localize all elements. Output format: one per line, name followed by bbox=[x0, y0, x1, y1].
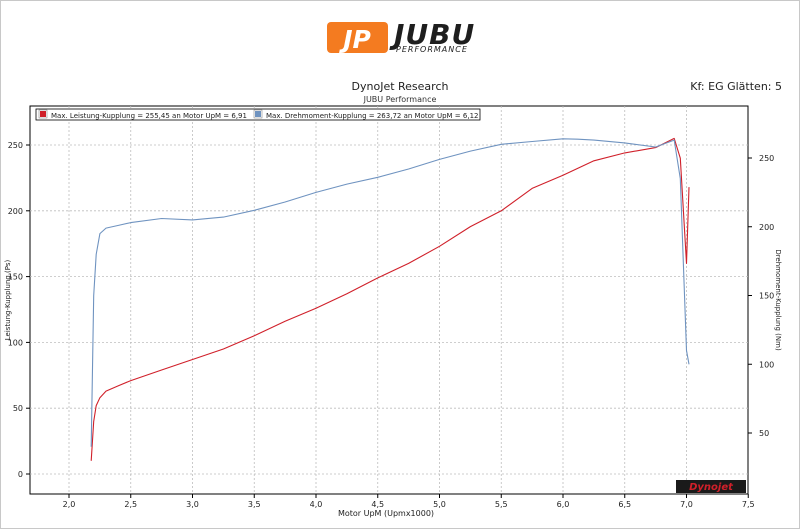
x-tick-label: 3,5 bbox=[248, 500, 261, 509]
chart-title: DynoJet Research bbox=[351, 80, 449, 93]
x-tick-label: 5,5 bbox=[495, 500, 508, 509]
logo-badge-text: JP bbox=[338, 25, 371, 54]
legend-swatch bbox=[255, 111, 261, 117]
series-line-leistung bbox=[90, 137, 690, 461]
y-left-tick-label: 50 bbox=[13, 404, 23, 413]
x-tick-label: 2,0 bbox=[63, 500, 76, 509]
legend: Max. Leistung-Kupplung = 255,45 an Motor… bbox=[35, 108, 481, 121]
dynojet-watermark: Dynojet bbox=[676, 480, 746, 493]
axis-labels: Motor UpM (Upmx1000) Leistung-Kupplung (P… bbox=[4, 249, 782, 518]
x-tick-label: 6,5 bbox=[618, 500, 631, 509]
y-right-tick-label: 150 bbox=[759, 292, 774, 301]
y-left-axis-label: Leistung-Kupplung (Ps) bbox=[4, 259, 12, 340]
y-right-axis-label: Drehmoment-Kupplung (Nm) bbox=[774, 249, 782, 351]
logo-name: JUBU bbox=[389, 18, 475, 51]
y-left-tick-label: 0 bbox=[18, 470, 23, 479]
x-tick-label: 3,0 bbox=[186, 500, 199, 509]
legend-swatch bbox=[40, 111, 46, 117]
watermark-text: Dynojet bbox=[689, 482, 734, 493]
x-axis-label: Motor UpM (Upmx1000) bbox=[338, 509, 434, 518]
grid bbox=[30, 106, 748, 494]
legend-item-label: Max. Leistung-Kupplung = 255,45 an Motor… bbox=[51, 112, 247, 120]
x-tick-label: 7,0 bbox=[680, 500, 693, 509]
y-right-tick-label: 100 bbox=[759, 360, 774, 369]
y-left-tick-label: 150 bbox=[8, 273, 23, 282]
x-tick-label: 4,5 bbox=[371, 500, 384, 509]
legend-item-label: Max. Drehmoment-Kupplung = 263,72 an Mot… bbox=[266, 112, 479, 120]
series-line-drehmoment bbox=[90, 138, 690, 447]
y-right-tick-label: 50 bbox=[759, 429, 769, 438]
y-left-tick-label: 100 bbox=[8, 338, 23, 347]
legend-swatch-frame bbox=[253, 109, 263, 119]
jubu-performance-logo: JP JUBU PERFORMANCE bbox=[327, 18, 475, 54]
watermark-bg bbox=[676, 480, 746, 493]
plot-area bbox=[29, 105, 749, 495]
x-tick-label: 7,5 bbox=[742, 500, 755, 509]
logo-tagline: PERFORMANCE bbox=[396, 45, 468, 54]
legend-swatch-frame bbox=[38, 109, 48, 119]
y-right-tick-label: 250 bbox=[759, 154, 774, 163]
y-left-tick-label: 200 bbox=[8, 207, 23, 216]
y-left-tick-label: 250 bbox=[8, 141, 23, 150]
kf-info: Kf: EG Glätten: 5 bbox=[690, 80, 782, 93]
x-tick-label: 5,0 bbox=[433, 500, 446, 509]
y-right-tick-label: 200 bbox=[759, 223, 774, 232]
axes: 2,0 2,5 3,0 3,5 4,0 4,5 5,0 5,5 6,0 6,5 7,0 7,5 0 50 1… bbox=[8, 141, 775, 509]
logo-badge-box bbox=[327, 22, 388, 53]
chart-subtitle: JUBU Performance bbox=[363, 95, 437, 104]
x-tick-label: 4,0 bbox=[310, 500, 323, 509]
series-layer bbox=[90, 137, 690, 461]
x-tick-label: 2,5 bbox=[124, 500, 137, 509]
x-tick-label: 6,0 bbox=[557, 500, 570, 509]
